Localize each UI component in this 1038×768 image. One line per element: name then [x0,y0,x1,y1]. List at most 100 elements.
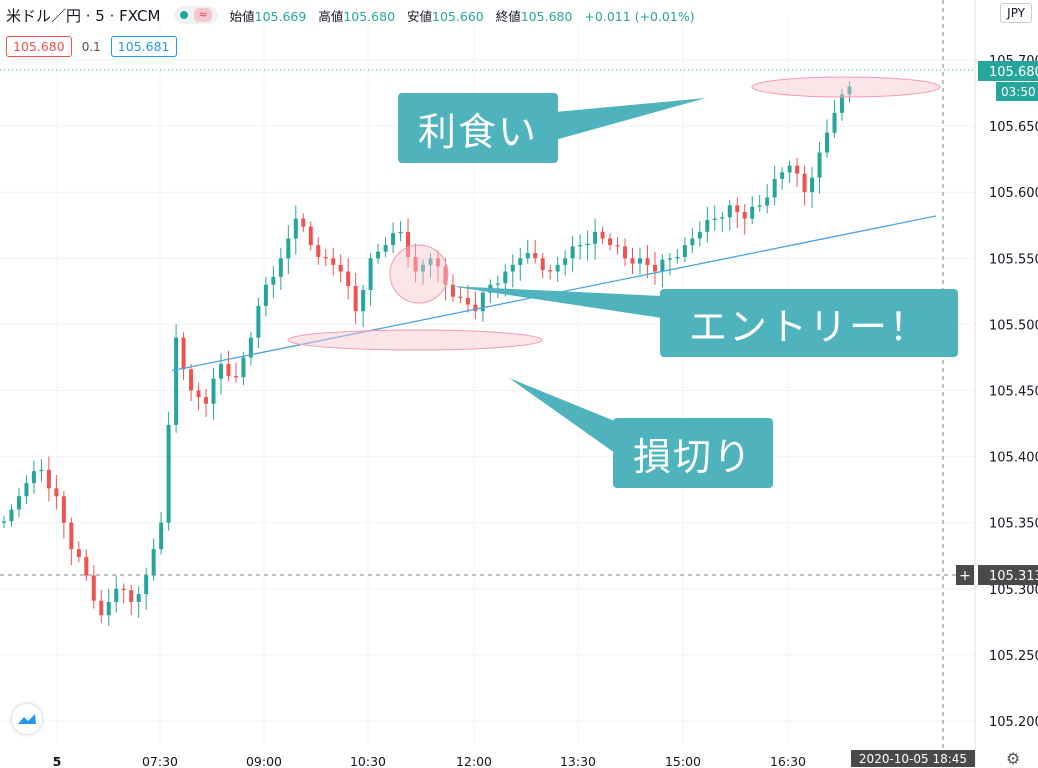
candle-body [645,258,650,265]
candle-body [637,258,642,264]
time-axis: 5 07:30 09:00 10:30 12:00 13:30 15:00 16:30 2020… [53,750,975,767]
candle-body [518,258,523,265]
stop-loss-pointer [509,378,622,458]
candle-body [443,266,448,285]
y-tick-label: 105.650 [989,120,1038,135]
candle-body [593,231,598,244]
quote-panel: 105.680 0.1 105.681 [6,36,177,57]
candle-body [682,245,687,257]
candle-body [563,258,568,265]
y-tick-label: 105.250 [989,649,1038,664]
candle-body [286,238,291,259]
spread-value: 0.1 [81,39,101,54]
candle-body [810,177,815,193]
candle-body [458,296,463,298]
candle-body [765,197,770,206]
candle-body [241,357,246,378]
candle-body [802,173,807,193]
x-tick-label: 16:30 [770,754,806,767]
symbol-title[interactable]: 米ドル／円 · 5 · FXCM [6,6,161,25]
candle-body [525,253,530,259]
market-open-icon [180,11,189,19]
buy-price-button[interactable]: 105.681 [110,36,177,57]
x-tick-label: 07:30 [142,754,178,767]
candle-body [271,276,276,285]
settings-gear-icon[interactable]: ⚙ [1006,749,1021,768]
candle-body [54,488,59,497]
candle-body [652,264,657,272]
candle-body [278,258,283,277]
candle-body [361,290,366,312]
candle-body [293,218,298,239]
y-tick-label: 105.200 [989,715,1038,730]
candle-body [106,602,111,616]
y-tick-label: 105.400 [989,451,1038,466]
candle-body [548,270,553,272]
tradingview-logo-icon[interactable] [12,704,42,734]
sell-price-button[interactable]: 105.680 [6,36,72,57]
candle-body [585,243,590,246]
candle-body [787,165,792,173]
crosshair-price-label: 105.313 [989,569,1038,584]
candle-body [503,271,508,284]
candle-body [600,231,605,239]
candle-body [757,205,762,207]
high-value: 105.680 [343,8,396,24]
candle-body [331,258,336,265]
candle-body [832,112,837,133]
candle-body [129,590,134,603]
entry-highlight [389,244,449,304]
ohlc-readout: 始値105.669 高値105.680 安値105.660 終値105.680 … [230,6,703,25]
candle-body [825,132,830,153]
x-tick-label: 12:00 [456,754,492,767]
close-value: 105.680 [520,8,573,24]
candle-body [39,469,44,472]
candle-body [166,424,171,523]
candle-body [144,575,149,595]
y-tick-label: 105.450 [989,385,1038,400]
candle-body [840,94,844,113]
candle-body [218,364,223,379]
countdown-tag [996,82,1038,101]
grid [0,20,975,745]
candle-body [189,369,194,391]
candle-body [9,509,14,522]
crosshair-price-tag [978,565,1038,585]
open-label: 始値 [229,8,255,24]
candle-body [316,245,321,257]
candle-body [338,264,343,272]
candle-body [675,256,680,259]
candle-body [727,205,732,218]
crosshair-time-label: 2020-10-05 18:45 [859,752,967,766]
candle-body [623,246,628,259]
candle-body [346,271,351,287]
candle-body [301,218,306,227]
candle-body [256,305,261,338]
candle-body [795,165,800,174]
candle-body [421,264,425,272]
y-tick-label: 105.600 [989,186,1038,201]
entry-callout: エントリー！ [660,289,958,357]
candle-body [720,217,725,219]
candle-body [211,378,216,404]
change-value: +0.011 (+0.01%) [584,8,695,24]
candle-body [540,258,545,271]
crosshair-plus-icon: + [959,568,971,584]
candle-body [376,251,381,259]
take-profit-callout: 利食い [398,93,558,163]
status-badge: ≈ [194,8,212,22]
y-tick-label: 105.350 [989,517,1038,532]
candle-body [398,231,403,234]
candle-body [697,231,702,239]
currency-button[interactable]: JPY [1000,3,1032,23]
y-tick-label: 105.550 [989,252,1038,267]
x-tick-label: 15:00 [665,754,701,767]
candle-body [226,364,231,376]
candle-body [383,245,388,252]
candle-body [570,246,575,259]
candle-body [114,588,119,603]
candle-body [495,283,500,285]
low-value: 105.660 [432,8,484,24]
market-status[interactable]: ≈ [174,6,218,24]
